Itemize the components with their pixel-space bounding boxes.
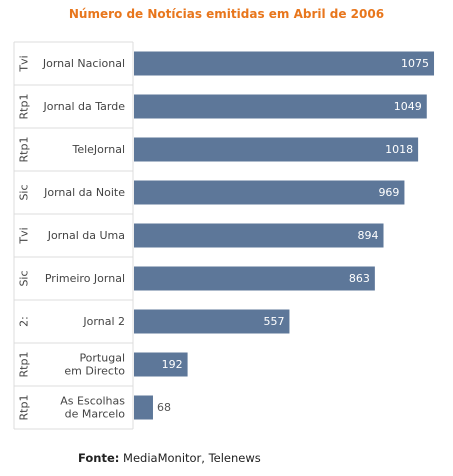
channel-label: Sic xyxy=(18,270,31,286)
bar-value-label: 68 xyxy=(157,401,171,414)
channel-label: 2: xyxy=(18,316,31,327)
program-label: Jornal da Uma xyxy=(47,229,125,242)
source-label: Fonte: xyxy=(78,451,120,465)
bar-value-label: 1049 xyxy=(394,100,422,113)
bar-value-label: 894 xyxy=(358,229,379,242)
bar xyxy=(134,309,290,334)
program-label: Jornal Nacional xyxy=(42,57,125,70)
chart-title: Número de Notícias emitidas em Abril de … xyxy=(68,7,385,21)
bar-value-label: 557 xyxy=(263,315,284,328)
program-label: Portugal em Directo xyxy=(64,352,125,378)
bar-value-label: 1018 xyxy=(385,143,413,156)
bar-value-label: 192 xyxy=(162,358,183,371)
channel-label: Rtp1 xyxy=(18,352,31,378)
program-label: Jornal da Noite xyxy=(43,186,125,199)
bar xyxy=(134,94,427,119)
program-label: TeleJornal xyxy=(71,143,125,156)
channel-label: Tvi xyxy=(18,227,31,244)
bar-value-label: 863 xyxy=(349,272,370,285)
source-text: MediaMonitor, Telenews xyxy=(123,451,261,465)
program-label: Jornal da Tarde xyxy=(42,100,125,113)
channel-label: Sic xyxy=(18,184,31,200)
bar xyxy=(134,395,153,420)
channel-label: Rtp1 xyxy=(18,395,31,421)
source-note: Fonte: MediaMonitor, Telenews xyxy=(78,451,261,465)
channel-label: Rtp1 xyxy=(18,94,31,120)
bar xyxy=(134,180,405,205)
channel-label: Rtp1 xyxy=(18,137,31,163)
bar xyxy=(134,266,375,291)
bar xyxy=(134,223,384,248)
bar-value-label: 969 xyxy=(378,186,399,199)
bar-value-label: 1075 xyxy=(401,57,429,70)
program-label: As Escolhas de Marcelo xyxy=(60,395,125,421)
channel-label: Tvi xyxy=(18,55,31,72)
program-label: Jornal 2 xyxy=(82,315,125,328)
bar xyxy=(134,352,188,377)
bar xyxy=(134,137,419,162)
bar xyxy=(134,51,435,76)
program-label: Primeiro Jornal xyxy=(45,272,125,285)
